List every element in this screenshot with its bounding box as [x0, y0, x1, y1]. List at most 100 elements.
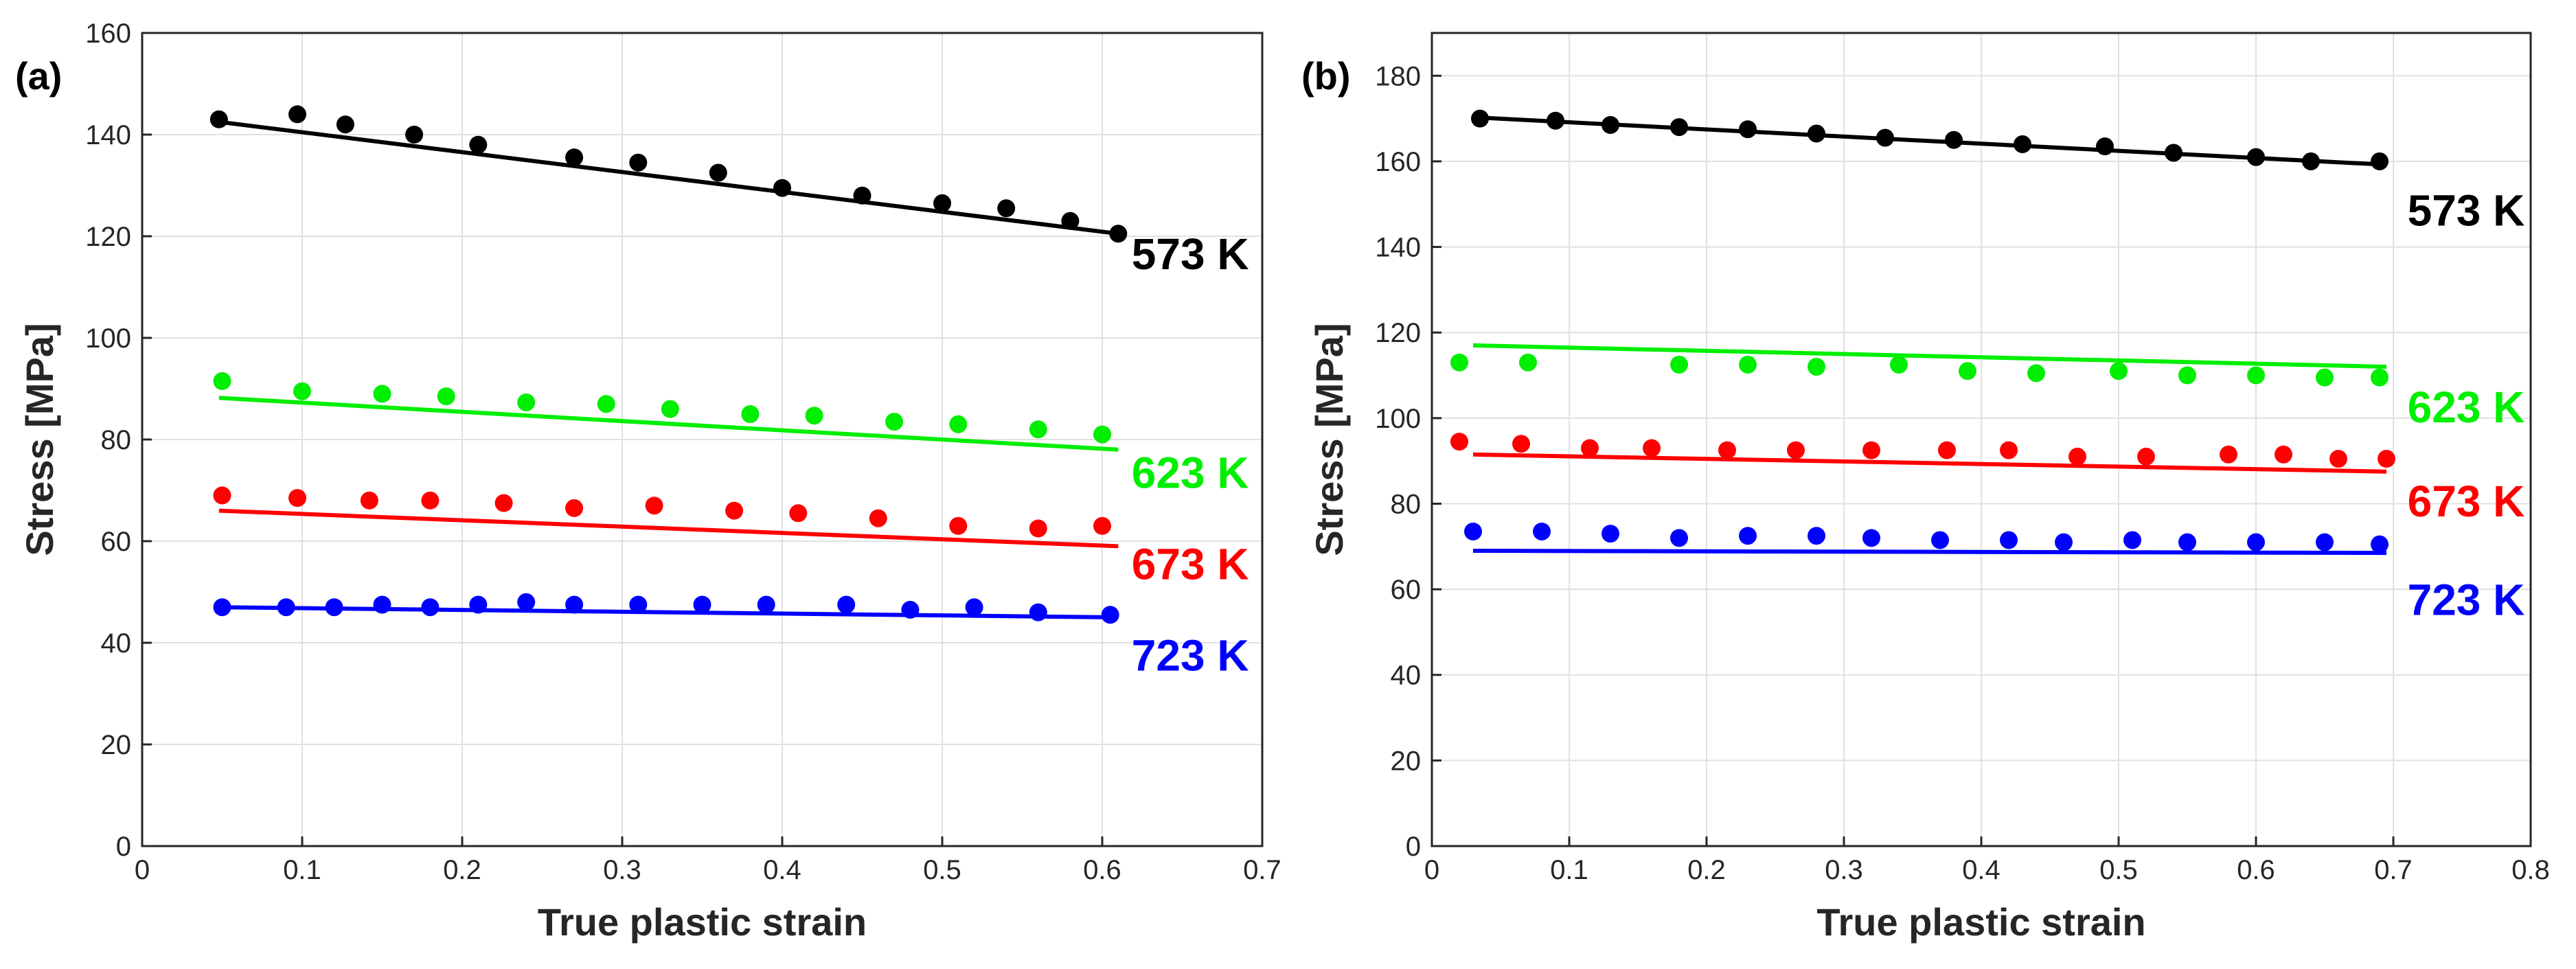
- data-point-573k: [1061, 212, 1080, 230]
- fit-line-723k: [218, 605, 1119, 619]
- panel-a: 0 0.1 0.2 0.3 0.4 0.5 0.6 0.7 0 20 40 60 80 100 120 140…: [15, 19, 1281, 944]
- x-tick-label: 0.2: [1687, 855, 1726, 885]
- data-point-573k: [1670, 118, 1688, 137]
- data-point-723k: [965, 598, 983, 617]
- data-point-673k: [949, 516, 968, 535]
- data-point-673k: [869, 509, 887, 527]
- data-point-723k: [1862, 529, 1880, 547]
- data-point-673k: [2137, 447, 2155, 466]
- data-point-623k: [2247, 366, 2265, 385]
- data-point-673k: [2275, 445, 2292, 464]
- data-point-623k: [885, 413, 904, 431]
- data-point-573k: [1547, 111, 1564, 130]
- data-point-673k: [1512, 435, 1530, 453]
- x-tick-label: 0.4: [1962, 855, 2001, 885]
- data-point-673k: [421, 491, 440, 510]
- fit-line-673k: [218, 508, 1119, 549]
- data-point-623k: [2316, 368, 2334, 387]
- data-point-723k: [901, 600, 920, 619]
- data-point-623k: [2371, 368, 2389, 387]
- data-point-723k: [277, 598, 295, 617]
- data-point-673k: [565, 499, 584, 517]
- y-tick-label: 20: [1391, 746, 1422, 776]
- x-axis-label: True plastic strain: [1816, 900, 2145, 944]
- data-point-723k: [2316, 533, 2334, 551]
- fit-line-573k: [218, 119, 1119, 236]
- fit-line-623k: [218, 396, 1119, 452]
- x-tick-label: 0.6: [2237, 855, 2275, 885]
- data-point-623k: [373, 385, 391, 403]
- x-tick-label: 0.6: [1083, 855, 1121, 885]
- x-tick-label: 0.5: [2099, 855, 2138, 885]
- series-label-673k: 673 K: [2408, 477, 2525, 526]
- data-point-723k: [213, 598, 231, 617]
- data-point-673k: [2329, 450, 2347, 468]
- data-point-673k: [1862, 441, 1880, 459]
- data-point-723k: [469, 595, 488, 614]
- data-point-673k: [1581, 439, 1599, 457]
- data-point-673k: [1029, 519, 1047, 538]
- y-tick-label: 80: [101, 425, 132, 455]
- data-point-623k: [1093, 425, 1111, 444]
- x-tick-label: 0.7: [1243, 855, 1281, 885]
- data-point-573k: [2165, 144, 2182, 162]
- y-tick-label: 0: [116, 832, 131, 862]
- panel-label: (b): [1301, 54, 1351, 98]
- data-point-723k: [693, 595, 711, 614]
- data-point-573k: [1739, 120, 1757, 139]
- data-point-673k: [2000, 441, 2018, 459]
- data-point-673k: [494, 494, 513, 512]
- data-point-723k: [2178, 533, 2196, 551]
- data-point-573k: [709, 163, 727, 182]
- x-tick-label: 0.8: [2511, 855, 2550, 885]
- data-point-623k: [1959, 362, 1976, 380]
- fit-line-673k: [1472, 452, 2387, 474]
- y-axis-label: Stress [MPa]: [18, 323, 61, 556]
- y-tick-label: 180: [1375, 61, 1421, 91]
- data-point-623k: [1808, 358, 1825, 376]
- data-point-723k: [1533, 522, 1551, 540]
- data-point-573k: [773, 179, 791, 197]
- panel-b: 0 0.1 0.2 0.3 0.4 0.5 0.6 0.7 0.8 0 20 40 60 80 100 120…: [1301, 32, 2550, 944]
- y-tick-label: 0: [1406, 832, 1421, 862]
- x-tick-label: 0.4: [763, 855, 801, 885]
- data-point-623k: [2110, 362, 2128, 380]
- data-point-623k: [1739, 355, 1757, 374]
- data-point-673k: [1938, 441, 1956, 459]
- y-tick-label: 120: [1375, 318, 1421, 348]
- data-point-673k: [213, 486, 231, 505]
- data-point-623k: [1890, 355, 1908, 374]
- data-point-573k: [1876, 128, 1894, 147]
- x-tick-label: 0: [1424, 855, 1439, 885]
- data-point-623k: [741, 405, 760, 423]
- data-point-723k: [2371, 535, 2389, 554]
- x-tick-label: 0: [135, 855, 150, 885]
- data-point-723k: [2055, 533, 2073, 551]
- data-point-623k: [293, 382, 311, 400]
- data-point-623k: [1670, 355, 1688, 374]
- data-point-673k: [2378, 450, 2395, 468]
- data-point-623k: [1029, 420, 1047, 439]
- data-point-573k: [288, 105, 307, 124]
- data-point-673k: [288, 489, 307, 508]
- data-point-673k: [360, 491, 378, 510]
- data-point-573k: [209, 110, 228, 128]
- data-point-573k: [565, 148, 584, 167]
- y-tick-label: 140: [85, 120, 131, 150]
- y-tick-label: 100: [85, 323, 131, 354]
- data-point-573k: [1602, 115, 1619, 134]
- x-tick-label: 0.1: [1550, 855, 1588, 885]
- series-label-573k: 573 K: [1132, 229, 1249, 279]
- series-label-623k: 623 K: [2408, 383, 2525, 432]
- data-point-623k: [517, 393, 536, 411]
- data-point-573k: [1945, 130, 1963, 149]
- y-tick-label: 140: [1375, 233, 1421, 263]
- data-point-623k: [2178, 366, 2196, 385]
- data-point-723k: [837, 595, 856, 614]
- data-point-573k: [629, 153, 648, 172]
- data-point-573k: [405, 126, 424, 144]
- y-tick-label: 80: [1391, 489, 1422, 519]
- data-point-573k: [336, 115, 354, 134]
- y-tick-label: 60: [1391, 575, 1422, 605]
